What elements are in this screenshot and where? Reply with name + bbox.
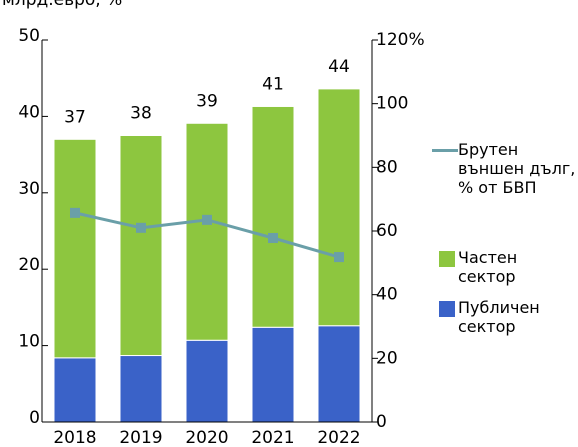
bar	[251, 326, 295, 423]
y2-tick-label: 20	[376, 348, 398, 368]
total-label: 39	[196, 91, 218, 111]
total-label: 38	[130, 104, 152, 124]
bar	[251, 105, 295, 328]
bar	[119, 135, 163, 357]
y2-tick-label: 120%	[376, 30, 425, 50]
bar	[317, 88, 361, 327]
y2-tick-label: 80	[376, 157, 398, 177]
bar	[317, 325, 361, 423]
y2-tick-label: 0	[376, 412, 387, 432]
y2-tick-label: 40	[376, 285, 398, 305]
line-marker	[268, 233, 278, 244]
line-marker	[334, 252, 344, 263]
total-label: 41	[262, 74, 284, 94]
bar	[53, 357, 97, 423]
legend-swatch	[439, 251, 455, 267]
y-tick-label: 50	[18, 26, 40, 46]
line-marker	[136, 222, 146, 233]
legend-label: Публичен сектор	[458, 298, 540, 336]
x-tick-label: 2018	[53, 428, 96, 447]
y-tick-label: 30	[18, 179, 40, 199]
line-marker	[202, 214, 212, 225]
line-marker	[70, 207, 80, 218]
legend-swatch	[432, 149, 458, 152]
y-tick-label: 40	[18, 102, 40, 122]
y-tick-label: 10	[18, 332, 40, 352]
total-label: 44	[328, 57, 350, 77]
y2-tick-label: 60	[376, 221, 398, 241]
x-tick-label: 2020	[185, 428, 228, 447]
total-label: 37	[64, 107, 86, 127]
x-tick-label: 2019	[119, 428, 162, 447]
legend-label: Частен сектор	[458, 248, 518, 286]
bar	[185, 122, 229, 341]
bar	[185, 339, 229, 423]
bar	[53, 138, 97, 359]
y-tick-label: 0	[29, 408, 40, 428]
subtitle: млрд.евро, %	[2, 0, 122, 10]
y2-tick-label: 100	[376, 94, 408, 114]
x-tick-label: 2022	[317, 428, 360, 447]
x-tick-label: 2021	[251, 428, 294, 447]
bar	[119, 355, 163, 423]
legend-label: Брутен външен дълг, % от БВП	[458, 140, 576, 197]
y-tick-label: 20	[18, 255, 40, 275]
legend-swatch	[439, 301, 455, 317]
